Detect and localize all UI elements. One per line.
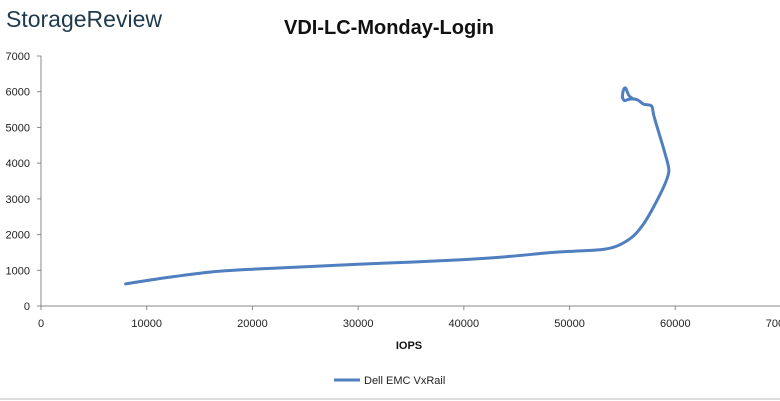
y-tick-label: 4000 bbox=[6, 158, 30, 170]
y-tick-label: 5000 bbox=[6, 122, 30, 134]
y-tick-label: 7000 bbox=[6, 51, 30, 63]
x-tick-label: 40000 bbox=[449, 318, 480, 330]
x-tick-label: 50000 bbox=[554, 318, 585, 330]
y-tick-label: 2000 bbox=[6, 230, 30, 242]
brand-logo: StorageReview bbox=[6, 6, 162, 32]
chart-title: VDI-LC-Monday-Login bbox=[284, 17, 494, 39]
series-layer bbox=[124, 86, 671, 286]
y-tick-label: 3000 bbox=[6, 194, 30, 206]
x-tick-label: 20000 bbox=[237, 318, 268, 330]
y-tick-label: 0 bbox=[24, 301, 30, 313]
series-line-0 bbox=[124, 86, 671, 286]
y-tick-label: 6000 bbox=[6, 87, 30, 99]
legend: Dell EMC VxRail bbox=[334, 375, 445, 387]
legend-label-dell-emc-vxrail: Dell EMC VxRail bbox=[364, 375, 445, 387]
x-tick-label: 30000 bbox=[343, 318, 374, 330]
y-tick-label: 1000 bbox=[6, 265, 30, 277]
x-axis-title: IOPS bbox=[396, 340, 422, 352]
x-tick-label: 10000 bbox=[131, 318, 162, 330]
y-axis-ticks: 0 1000 2000 3000 4000 5000 6000 7000 bbox=[6, 51, 41, 313]
x-tick-label: 60000 bbox=[660, 318, 691, 330]
x-tick-label: 0 bbox=[38, 318, 44, 330]
